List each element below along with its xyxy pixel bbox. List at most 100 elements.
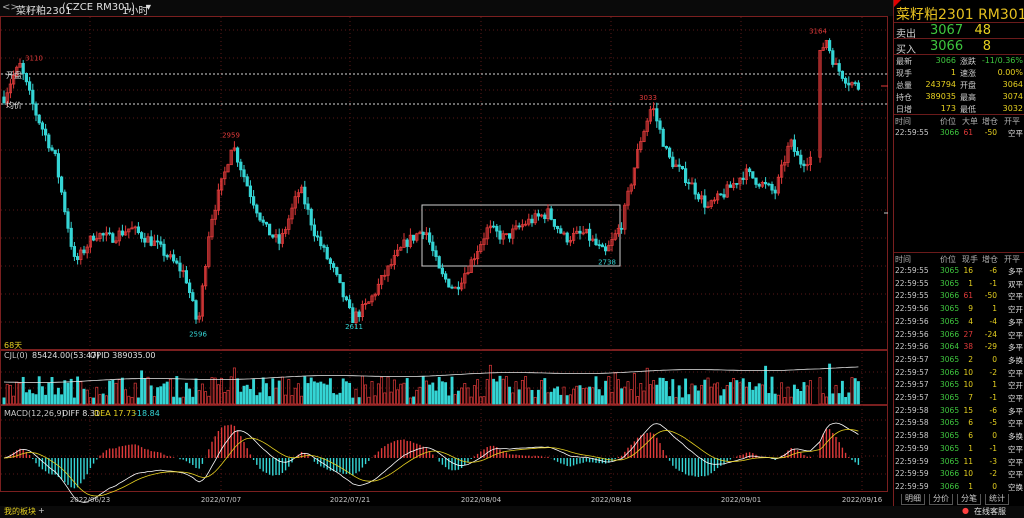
volume-bar [31,393,35,405]
volume-bar [834,384,838,405]
candle-body [207,236,211,267]
kline-chart[interactable]: 3110 2959 2596 2611 3033 2738 3164 2022/06/23 20… [0,0,893,518]
candle-body [258,212,262,221]
volume-bar [818,377,822,405]
tab-detail[interactable]: 明细 [901,494,925,505]
sell-volume: 48 [974,23,991,38]
volume-bar [572,388,576,405]
tick-row: 22:59:55 3065 16 -6 多平 [895,266,1023,276]
candle-body [853,82,857,85]
candle-body [92,235,96,241]
candle-body [309,208,313,226]
candle-body [277,234,281,244]
candle-body [805,164,809,167]
volume-bar [434,390,438,405]
volume-bar [79,381,83,405]
volume-bar [178,397,182,405]
candle-body [178,262,182,272]
candle-body [175,260,179,264]
volume-bar [383,392,387,405]
tab-stats[interactable]: 统计 [985,494,1009,505]
volume-bar [207,395,211,405]
volume-bar [303,376,307,405]
my-sector-button[interactable]: 我的板块 [4,507,36,516]
volume-bar [248,388,252,405]
candle-body [168,254,172,258]
candle-body [15,66,19,76]
candle-body [69,227,73,247]
volume-bar [536,389,540,405]
online-support-button[interactable]: 在线客服 [974,507,1006,516]
candle-body [280,232,285,244]
volume-header: CJL(0) [4,351,28,360]
candle-body [139,232,144,239]
volume-bar [463,383,467,405]
volume-bar [719,395,723,405]
candle-body [443,273,448,280]
date-tick: 2022/08/04 [461,496,502,504]
volume-bar [690,383,694,405]
tab-by-price[interactable]: 分价 [929,494,953,505]
candle-body [424,232,429,236]
candle-body [604,246,608,252]
volume-bar [767,393,771,405]
candle-body [584,228,589,234]
candle-body [88,235,92,248]
volume-bar [44,394,48,405]
nav-arrows-icon[interactable]: <> [2,2,19,13]
candle-body [95,238,99,241]
candle-body [373,293,377,297]
candle-body [831,50,835,65]
date-tick: 2022/08/18 [591,496,631,504]
volume-bar [72,397,76,405]
index-code: (CZCE RM301) [62,2,135,13]
sell-row[interactable]: 卖出 3067 48 [894,22,1024,40]
flag-icon [894,0,901,7]
volume-bar [687,394,691,405]
tab-by-tick[interactable]: 分笔 [957,494,981,505]
candle-body [847,82,851,86]
candle-body [341,282,345,298]
candle-body [248,185,252,198]
candle-body [511,228,515,239]
volume-value: 85424.00(53:47) [32,351,100,360]
candle-body [63,191,67,213]
candle-body [668,147,672,158]
candle-body [524,223,528,226]
candle-body [251,196,256,206]
volume-bar [546,392,550,405]
volume-bar [149,385,153,405]
candle-body [130,227,134,230]
chevron-down-icon[interactable]: ▾ [146,2,152,13]
symbol-name[interactable]: 菜籽粕2301 [16,6,72,17]
volume-bar [504,376,508,405]
candle-body [690,182,694,185]
volume-bar [216,384,220,405]
volume-bar [552,388,556,405]
volume-bar [565,395,569,405]
volume-bar [37,376,41,405]
buy-row[interactable]: 买入 3066 8 [894,38,1024,56]
candle-body [712,199,717,202]
candle-body [53,149,57,155]
candle-body [127,228,131,233]
candle-body [664,146,669,149]
support-icon[interactable]: ● [962,506,969,515]
candle-body [773,189,777,194]
volume-bar [325,384,329,405]
price-label: 2959 [222,131,240,139]
candle-body [716,193,720,201]
volume-bar [130,396,134,405]
volume-bar [716,382,720,405]
add-icon[interactable]: + [38,506,45,515]
volume-bar [492,378,496,405]
period-selector[interactable]: 1小时 [122,6,149,17]
volume-bar [367,396,371,405]
volume-bar [255,395,259,405]
candle-body [136,226,140,233]
volume-bar [18,382,22,405]
candle-body [767,183,771,186]
volume-bar [296,383,300,405]
volume-bar [700,384,704,405]
candle-body [155,240,160,243]
